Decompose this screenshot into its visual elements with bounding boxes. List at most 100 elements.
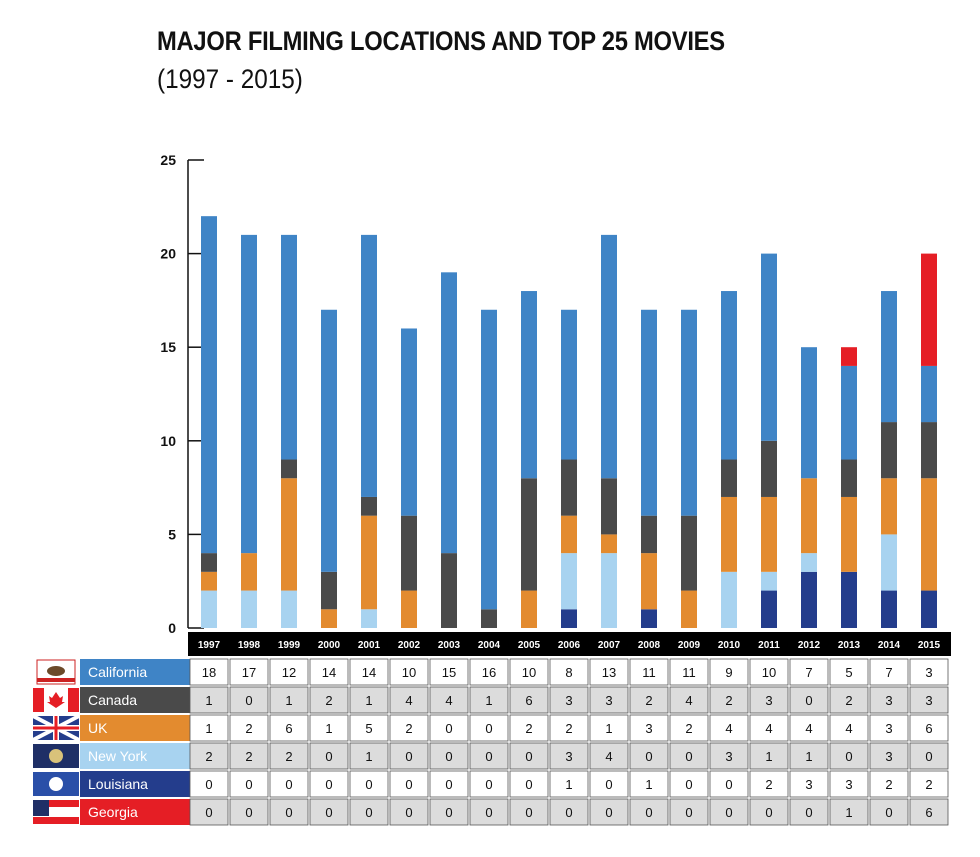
data-label-louisiana-2003: 0 [445, 777, 452, 792]
cell-california-2001 [349, 658, 389, 686]
cell-canada-2013 [829, 686, 869, 714]
bar-california-1999 [281, 234, 297, 460]
data-label-louisiana-2011: 2 [765, 777, 772, 792]
data-label-california-2003: 15 [442, 665, 456, 680]
data-label-new-york-2001: 1 [365, 749, 372, 764]
data-label-uk-2014: 3 [885, 721, 892, 736]
bar-uk-2006 [561, 515, 577, 554]
data-label-california-2011: 10 [762, 665, 776, 680]
cell-louisiana-1999 [269, 770, 309, 798]
data-label-canada-2010: 2 [725, 693, 732, 708]
data-label-louisiana-2005: 0 [525, 777, 532, 792]
louisiana-seal-shape [49, 777, 63, 791]
bar-uk-1999 [281, 478, 297, 591]
year-label-2007: 2007 [598, 640, 621, 651]
bar-california-2009 [681, 309, 697, 516]
year-label-2002: 2002 [398, 640, 421, 651]
data-label-uk-2007: 1 [605, 721, 612, 736]
year-label-2013: 2013 [838, 640, 861, 651]
cell-california-2015 [909, 658, 949, 686]
cell-canada-2001 [349, 686, 389, 714]
cell-louisiana-2002 [389, 770, 429, 798]
data-label-canada-2008: 2 [645, 693, 652, 708]
cell-uk-2008 [629, 714, 669, 742]
bar-georgia-2015 [921, 253, 937, 366]
cell-georgia-2013 [829, 798, 869, 826]
cell-uk-1997 [189, 714, 229, 742]
cell-uk-2007 [589, 714, 629, 742]
cell-canada-1999 [269, 686, 309, 714]
bar-california-2010 [721, 291, 737, 460]
data-label-louisiana-1999: 0 [285, 777, 292, 792]
data-label-louisiana-1998: 0 [245, 777, 252, 792]
bar-california-2014 [881, 291, 897, 423]
data-label-uk-1997: 1 [205, 721, 212, 736]
bar-california-1997 [201, 216, 217, 554]
data-label-georgia-2000: 0 [325, 805, 332, 820]
data-label-georgia-1997: 0 [205, 805, 212, 820]
cell-uk-1999 [269, 714, 309, 742]
cell-georgia-2003 [429, 798, 469, 826]
data-label-uk-1999: 6 [285, 721, 292, 736]
data-label-uk-2001: 5 [365, 721, 372, 736]
cell-california-2006 [549, 658, 589, 686]
cell-uk-1998 [229, 714, 269, 742]
bar-georgia-2013 [841, 347, 857, 366]
data-label-new-york-2000: 0 [325, 749, 332, 764]
data-label-georgia-2011: 0 [765, 805, 772, 820]
cell-georgia-2009 [669, 798, 709, 826]
cell-louisiana-2005 [509, 770, 549, 798]
y-tick-label-25: 25 [160, 152, 176, 168]
cell-california-2000 [309, 658, 349, 686]
cell-new-york-2008 [629, 742, 669, 770]
row-label-california: California [88, 664, 147, 680]
y-tick-label-15: 15 [160, 339, 176, 355]
data-label-california-2015: 3 [925, 665, 932, 680]
cell-canada-2003 [429, 686, 469, 714]
y-tick-label-10: 10 [160, 433, 176, 449]
data-label-uk-2000: 1 [325, 721, 332, 736]
data-label-canada-2014: 3 [885, 693, 892, 708]
cell-canada-1998 [229, 686, 269, 714]
data-label-georgia-2014: 0 [885, 805, 892, 820]
cell-uk-2012 [789, 714, 829, 742]
chart-title: MAJOR FILMING LOCATIONS AND TOP 25 MOVIE… [157, 26, 725, 56]
bar-canada-2009 [681, 515, 697, 591]
bar-california-2001 [361, 234, 377, 497]
bar-uk-2014 [881, 478, 897, 535]
year-label-1999: 1999 [278, 640, 301, 651]
cell-louisiana-2013 [829, 770, 869, 798]
data-label-georgia-2007: 0 [605, 805, 612, 820]
data-label-canada-1999: 1 [285, 693, 292, 708]
data-label-uk-1998: 2 [245, 721, 252, 736]
year-label-1997: 1997 [198, 640, 221, 651]
cell-uk-2002 [389, 714, 429, 742]
year-label-2005: 2005 [518, 640, 541, 651]
cell-canada-2010 [709, 686, 749, 714]
cell-louisiana-2004 [469, 770, 509, 798]
data-label-new-york-2008: 0 [645, 749, 652, 764]
data-label-louisiana-2014: 2 [885, 777, 892, 792]
year-label-2010: 2010 [718, 640, 741, 651]
cell-new-york-1998 [229, 742, 269, 770]
data-label-new-york-2007: 4 [605, 749, 612, 764]
georgia-flag-stripe-bottom [33, 817, 79, 824]
data-label-new-york-1998: 2 [245, 749, 252, 764]
bar-california-2006 [561, 309, 577, 460]
data-label-canada-2005: 6 [525, 693, 532, 708]
data-label-louisiana-1997: 0 [205, 777, 212, 792]
data-label-uk-2015: 6 [925, 721, 932, 736]
cell-louisiana-2014 [869, 770, 909, 798]
bar-louisiana-2008 [641, 609, 657, 628]
data-label-california-2014: 7 [885, 665, 892, 680]
year-label-2001: 2001 [358, 640, 381, 651]
year-label-2012: 2012 [798, 640, 821, 651]
bar-california-2004 [481, 309, 497, 610]
data-label-california-2004: 16 [482, 665, 496, 680]
data-label-canada-2013: 2 [845, 693, 852, 708]
bar-canada-2005 [521, 478, 537, 591]
data-label-louisiana-2000: 0 [325, 777, 332, 792]
canada-flag-right-band [68, 688, 79, 712]
data-label-new-york-2011: 1 [765, 749, 772, 764]
data-label-canada-2001: 1 [365, 693, 372, 708]
